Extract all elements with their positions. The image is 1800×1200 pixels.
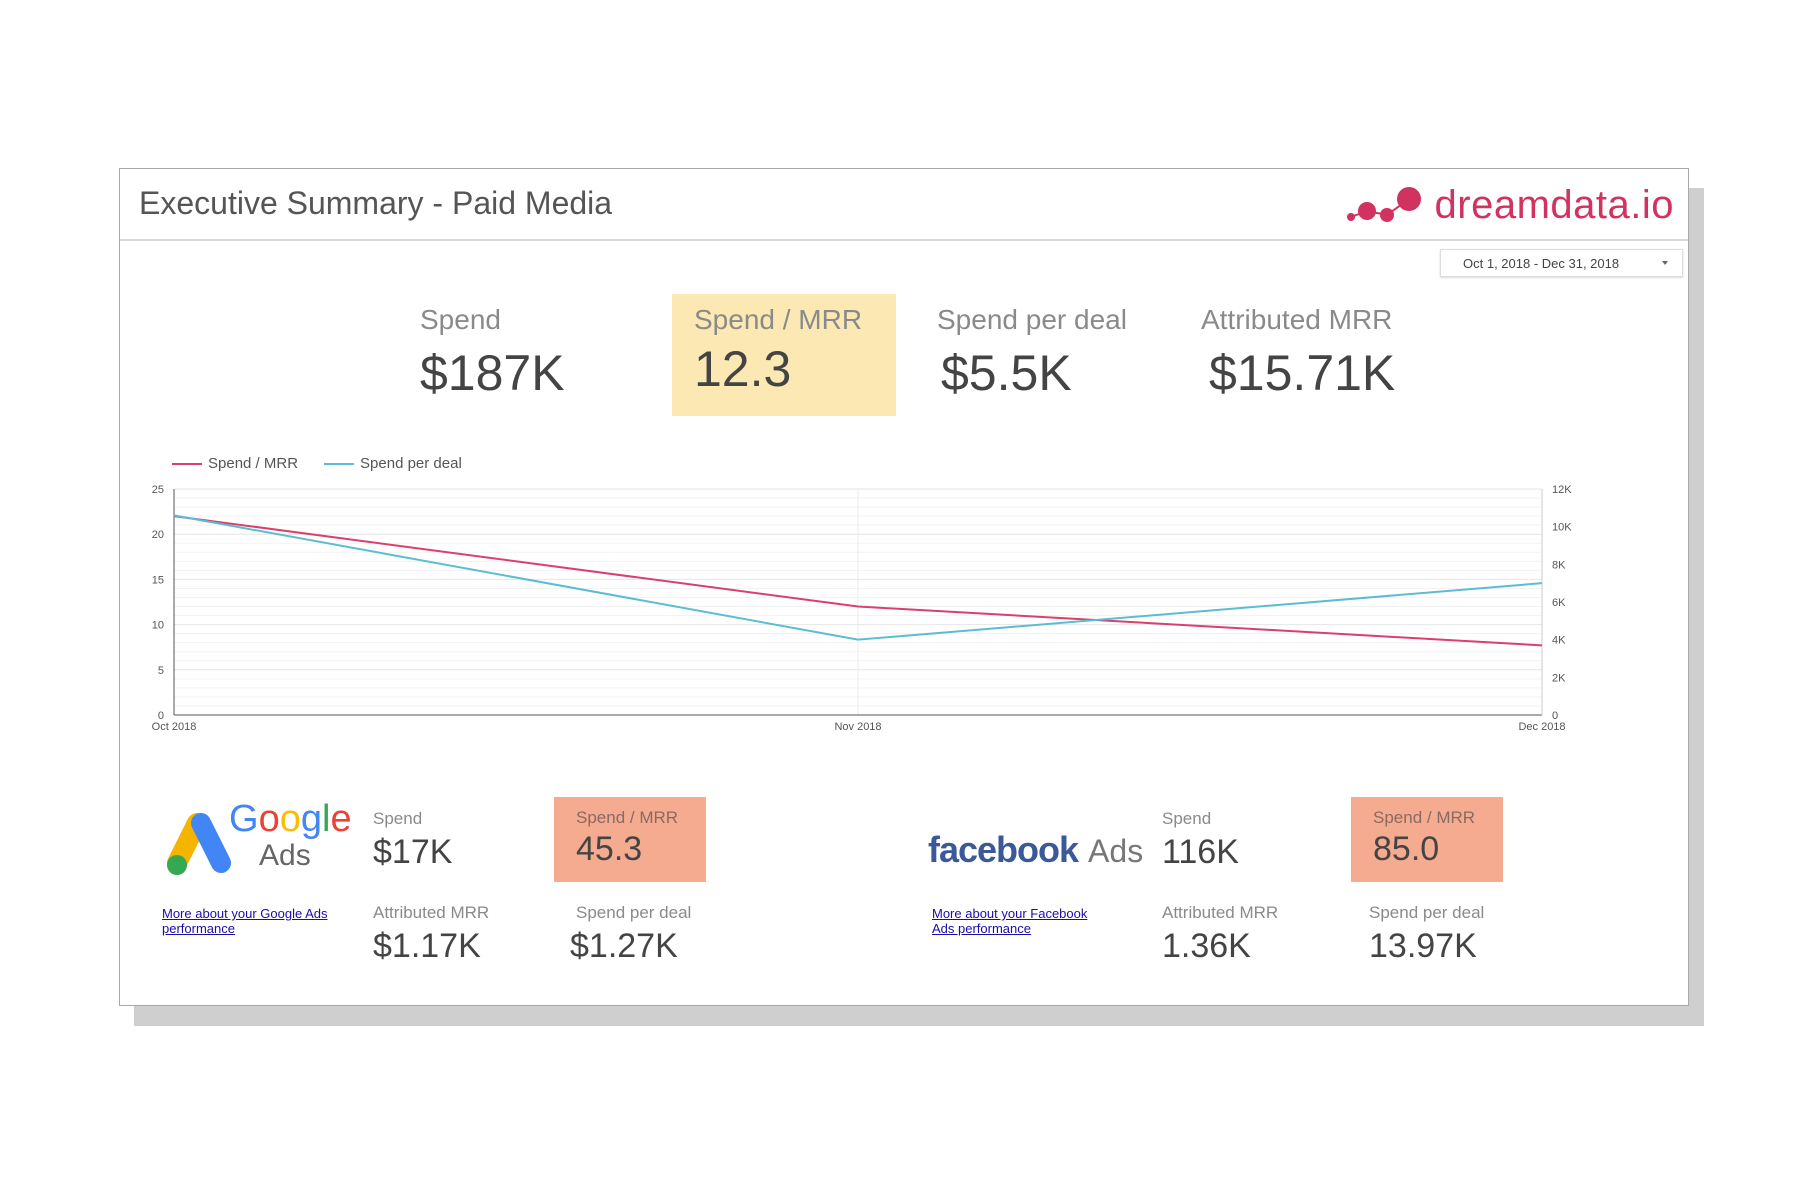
y-tick-label-left: 15 [152, 574, 164, 586]
brand-name: dreamdata.io [1434, 182, 1674, 227]
legend-swatch [324, 462, 355, 465]
y-tick-label-right: 10K [1552, 522, 1572, 534]
kpi-label: Attributed MRR [1201, 304, 1393, 335]
kpi-spend: Spend $187K [420, 304, 565, 402]
y-tick-label-right: 6K [1552, 597, 1566, 609]
kpi-value: $187K [420, 345, 565, 401]
x-tick-label: Dec 2018 [1518, 721, 1565, 733]
date-range-picker[interactable]: Oct 1, 2018 - Dec 31, 2018 [1440, 249, 1683, 277]
report-card: Executive Summary - Paid Media dreamdata… [119, 168, 1689, 1006]
series-line-spend-per-deal [173, 514, 1543, 641]
legend-label: Spend / MRR [208, 455, 299, 472]
date-range-value: Oct 1, 2018 - Dec 31, 2018 [1463, 255, 1620, 271]
kpi-value: 12.3 [694, 341, 792, 397]
metric-label: Attributed MRR [1162, 903, 1279, 922]
facebook-ads-label: Ads [1088, 833, 1144, 869]
kpi-attributed-mrr: Attributed MRR $15.71K [1201, 304, 1395, 402]
facebook-spend-per-deal: Spend per deal 13.97K [1369, 903, 1484, 966]
kpi-label: Spend / MRR [694, 304, 863, 335]
x-tick-label: Oct 2018 [152, 721, 197, 733]
page-title: Executive Summary - Paid Media [139, 185, 613, 221]
metric-value: $1.17K [373, 927, 481, 965]
y-tick-label-right: 12K [1552, 484, 1572, 496]
metric-value: 45.3 [576, 830, 643, 868]
line-chart: 0 5 10 15 20 25 0 2K 4K 6K 8K 10K 12K Oct 2018 Nov 201… [152, 484, 1573, 733]
google-ads-logo: Google Ads [163, 798, 352, 881]
metric-value: 1.36K [1162, 927, 1251, 965]
metric-value: 13.97K [1369, 927, 1477, 965]
kpi-value: $15.71K [1209, 345, 1396, 401]
y-tick-label-right: 2K [1552, 672, 1566, 684]
metric-label: Spend [373, 809, 423, 828]
facebook-ads-link[interactable]: More about your Facebook Ads performance [932, 906, 1088, 936]
facebook-wordmark: facebook [928, 829, 1079, 870]
kpi-spend-mrr: Spend / MRR 12.3 [672, 294, 896, 416]
metric-value: 116K [1162, 833, 1239, 871]
google-wordmark: Google [229, 798, 352, 840]
metric-label: Spend / MRR [576, 808, 679, 827]
google-spend: Spend $17K [373, 809, 452, 872]
x-tick-label: Nov 2018 [834, 721, 881, 733]
y-tick-label-left: 5 [158, 665, 164, 677]
google-spend-mrr: Spend / MRR 45.3 [554, 797, 706, 882]
kpi-spend-per-deal: Spend per deal $5.5K [937, 304, 1127, 402]
brand-logo: dreamdata.io [1345, 181, 1674, 229]
metric-value: 85.0 [1373, 830, 1440, 868]
metric-label: Spend per deal [576, 903, 692, 922]
google-attributed-mrr: Attributed MRR $1.17K [373, 903, 489, 966]
metric-value: $1.27K [570, 927, 678, 965]
metric-label: Attributed MRR [373, 903, 490, 922]
y-tick-label-left: 0 [158, 710, 164, 722]
series-line-spend-mrr [173, 515, 1543, 647]
facebook-attributed-mrr: Attributed MRR 1.36K [1162, 903, 1278, 966]
kpi-label: Spend [420, 304, 501, 335]
y-tick-label-left: 25 [152, 484, 164, 496]
metric-label: Spend / MRR [1373, 808, 1476, 827]
chart-legend: Spend / MRR Spend per deal [172, 455, 488, 472]
facebook-ads-logo: facebook Ads [928, 829, 1143, 871]
y-tick-label-left: 10 [152, 620, 164, 632]
y-tick-label-right: 0 [1552, 710, 1558, 722]
metric-label: Spend per deal [1369, 903, 1485, 922]
facebook-spend-mrr: Spend / MRR 85.0 [1351, 797, 1503, 882]
kpi-value: $5.5K [941, 345, 1072, 401]
kpi-label: Spend per deal [937, 304, 1127, 335]
facebook-spend: Spend 116K [1162, 809, 1239, 872]
chevron-down-icon [1662, 261, 1668, 265]
report-header: Executive Summary - Paid Media dreamdata… [120, 169, 1688, 241]
metric-value: $17K [373, 833, 453, 871]
google-ads-link[interactable]: More about your Google Ads performance [162, 906, 328, 936]
metric-label: Spend [1162, 809, 1212, 828]
legend-item-spend-mrr: Spend / MRR [172, 455, 298, 472]
legend-label: Spend per deal [360, 455, 462, 472]
legend-item-spend-per-deal: Spend per deal [324, 455, 462, 472]
dreamdata-dots-icon [1346, 187, 1421, 222]
legend-swatch [172, 462, 202, 465]
google-ads-label: Ads [259, 839, 311, 872]
google-spend-per-deal: Spend per deal $1.27K [570, 903, 691, 966]
google-ads-icon [167, 813, 231, 875]
y-tick-label-left: 20 [152, 529, 164, 541]
y-tick-label-right: 8K [1552, 559, 1566, 571]
y-tick-label-right: 4K [1552, 635, 1566, 647]
